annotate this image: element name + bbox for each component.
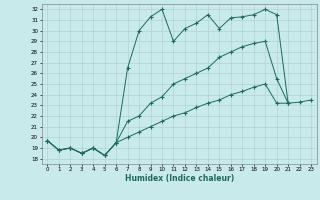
X-axis label: Humidex (Indice chaleur): Humidex (Indice chaleur) (124, 174, 234, 183)
